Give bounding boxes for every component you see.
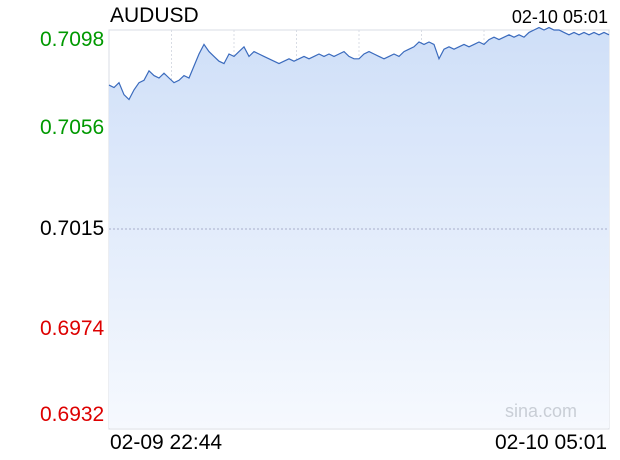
chart-title: AUDUSD xyxy=(110,4,199,27)
y-tick-label: 0.7015 xyxy=(40,217,105,240)
y-tick-label: 0.7098 xyxy=(40,28,105,51)
current-time: 02-10 05:01 xyxy=(511,7,608,27)
price-line xyxy=(108,26,610,101)
x-tick-label-start: 02-09 22:44 xyxy=(110,431,223,454)
y-tick-label: 0.6932 xyxy=(40,403,105,426)
price-area xyxy=(109,27,609,428)
watermark: sina.com xyxy=(505,401,578,421)
y-tick-label: 0.6974 xyxy=(40,317,105,340)
x-tick-label-end: 02-10 05:01 xyxy=(495,431,608,454)
y-tick-label: 0.7056 xyxy=(40,116,105,139)
